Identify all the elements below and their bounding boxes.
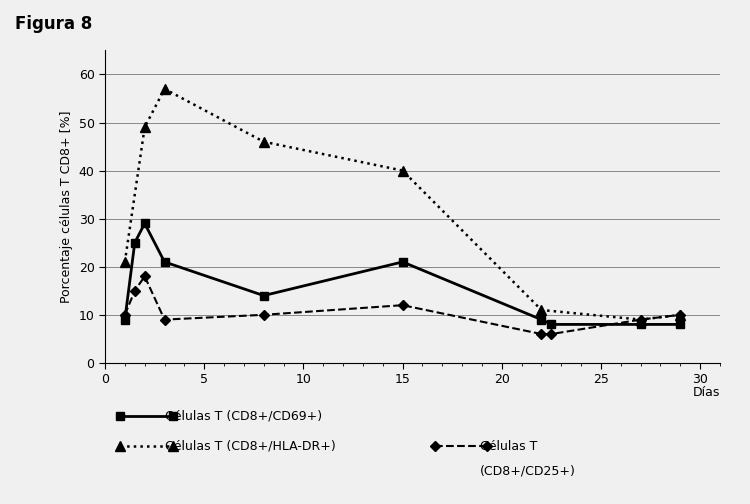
Text: Figura 8: Figura 8	[15, 15, 92, 33]
Text: (CD8+/CD25+): (CD8+/CD25+)	[480, 465, 576, 478]
Text: Días: Días	[693, 386, 720, 399]
Text: Células T (CD8+/CD69+): Células T (CD8+/CD69+)	[165, 409, 322, 422]
Text: Células T (CD8+/HLA-DR+): Células T (CD8+/HLA-DR+)	[165, 439, 336, 453]
Y-axis label: Porcentaje células T CD8+ [%]: Porcentaje células T CD8+ [%]	[60, 110, 73, 303]
Text: Células T: Células T	[480, 439, 537, 453]
